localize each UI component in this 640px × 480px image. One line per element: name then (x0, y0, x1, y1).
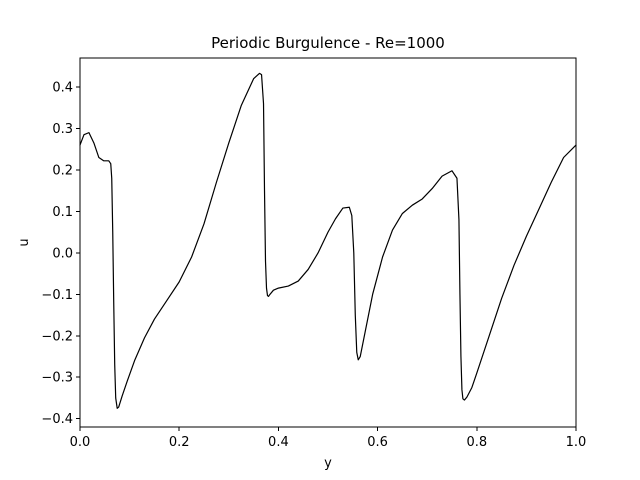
y-tick-label: −0.3 (41, 371, 73, 386)
y-axis-label: u (17, 238, 32, 246)
x-tick-label: 0.8 (466, 435, 487, 450)
axis-ticks: 0.0 0.2 0.4 0.6 0.8 1.0 −0.4 −0.3 −0.2 −0.1 0.0 0.1… (41, 81, 586, 450)
y-tick-label: −0.2 (41, 329, 73, 344)
x-axis-label: y (324, 456, 332, 471)
x-tick-label: 1.0 (566, 435, 587, 450)
x-tick-label: 0.4 (268, 435, 289, 450)
y-tick-label: −0.4 (41, 412, 73, 427)
y-tick-label: 0.0 (52, 246, 73, 261)
series-group (79, 72, 577, 409)
y-tick-label: 0.2 (52, 163, 73, 178)
series-line (79, 72, 577, 409)
y-tick-label: −0.1 (41, 288, 73, 303)
y-tick-label: 0.3 (52, 122, 73, 137)
x-tick-label: 0.6 (367, 435, 388, 450)
x-tick-label: 0.0 (70, 435, 91, 450)
x-tick-label: 0.2 (169, 435, 190, 450)
chart-title: Periodic Burgulence - Re=1000 (211, 34, 445, 52)
y-tick-label: 0.4 (52, 81, 73, 96)
y-tick-label: 0.1 (52, 205, 73, 220)
plot-frame (79, 57, 577, 428)
